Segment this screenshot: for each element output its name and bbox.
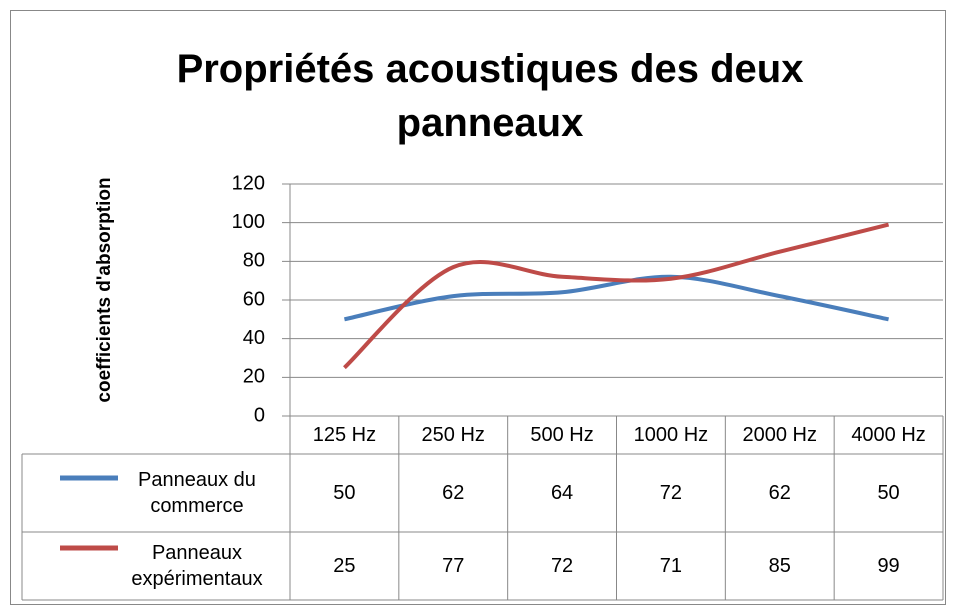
series-line [343, 222, 890, 370]
chart-title: Propriétés acoustiques des deux panneaux [176, 47, 804, 145]
x-tick-label: 2000 Hz [742, 424, 817, 446]
table-value: 99 [877, 555, 900, 577]
x-tick-label: 250 Hz [421, 424, 485, 446]
table-value: 72 [550, 555, 574, 577]
table-value: 85 [768, 555, 791, 577]
table-value: 50 [333, 482, 356, 504]
x-tick-label: 4000 Hz [851, 424, 926, 446]
table-value: 71 [659, 555, 683, 577]
x-tick-label: 500 Hz [530, 424, 594, 446]
series-line [343, 274, 889, 322]
table-value: 25 [333, 555, 356, 577]
chart-border [10, 10, 946, 605]
table-value: 77 [442, 555, 465, 577]
legend-label: Panneaux du commerce [138, 469, 256, 517]
table-value: 62 [768, 482, 791, 504]
table-value: 50 [877, 482, 900, 504]
y-axis-label: coefficients d'absorption [94, 177, 115, 402]
y-tick-label: 80 [243, 250, 265, 272]
y-tick-label: 20 [243, 366, 265, 388]
y-tick-label: 60 [243, 288, 265, 310]
y-tick-label: 100 [232, 211, 265, 233]
y-tick-label: 40 [243, 327, 265, 349]
x-tick-label: 1000 Hz [633, 424, 709, 446]
y-tick-label: 120 [232, 172, 265, 194]
table-value: 62 [442, 482, 465, 504]
table-value: 72 [659, 482, 683, 504]
legend-label: Panneaux expérimentaux [131, 542, 263, 590]
y-tick-label: 0 [254, 404, 265, 426]
table-value: 64 [550, 482, 574, 504]
x-tick-label: 125 Hz [312, 424, 377, 446]
